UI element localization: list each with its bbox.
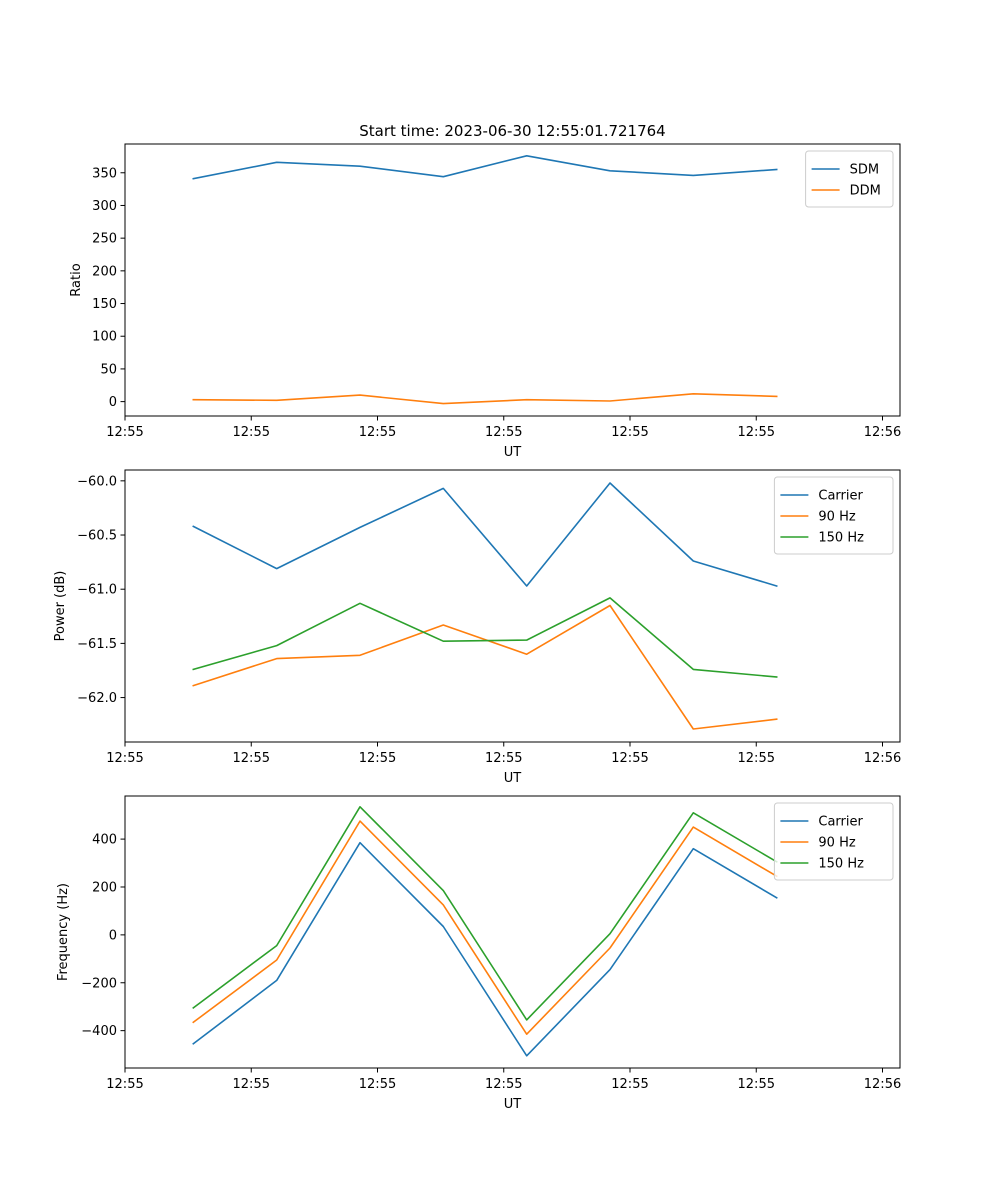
x-tick-label: 12:55 — [611, 425, 648, 440]
plot-frame — [124, 795, 901, 1069]
panel-3: 12:55 12:55 12:55 12:55 12:55 12:55 12:56 −400 −… — [56, 795, 901, 1112]
y-tick-label: 200 — [92, 880, 117, 895]
y-tick-label: 400 — [92, 833, 117, 848]
series-line-150-hz — [192, 805, 778, 1021]
y-tick-label: 300 — [92, 199, 117, 214]
x-tick-label: 12:55 — [359, 751, 396, 766]
series-line-90-hz — [192, 604, 778, 730]
legend-entry: Carrier — [818, 489, 863, 504]
y-tick-label: −61.0 — [77, 583, 117, 598]
x-tick-label: 12:55 — [106, 1077, 143, 1092]
x-tick-label: 12:55 — [359, 425, 396, 440]
plot-frame — [124, 469, 901, 743]
x-tick-label: 12:55 — [611, 751, 648, 766]
series-line-90-hz — [192, 820, 778, 1035]
series-line-carrier — [192, 841, 778, 1057]
y-tick-label: −62.0 — [77, 691, 117, 706]
y-tick-label: −60.5 — [77, 529, 117, 544]
x-axis-label: UT — [504, 445, 522, 460]
x-tick-label: 12:55 — [738, 751, 775, 766]
y-tick-label: 50 — [100, 362, 117, 377]
y-tick-label: 250 — [92, 232, 117, 247]
x-tick-label: 12:55 — [485, 751, 522, 766]
y-tick-label: −60.0 — [77, 474, 117, 489]
legend-box — [805, 150, 894, 208]
x-tick-label: 12:56 — [864, 751, 901, 766]
legend-box — [773, 802, 894, 881]
legend-entry: 90 Hz — [818, 836, 855, 851]
legend-entry: 150 Hz — [818, 531, 864, 546]
y-tick-label: −200 — [81, 976, 117, 991]
y-tick-label: −400 — [81, 1024, 117, 1039]
y-tick-label: 350 — [92, 166, 117, 181]
series-line-ddm — [192, 392, 778, 405]
y-axis-label: Power (dB) — [53, 571, 68, 642]
legend: Carrier 90 Hz 150 Hz — [773, 802, 894, 881]
legend-entry: DDM — [850, 184, 881, 199]
x-tick-label: 12:55 — [738, 425, 775, 440]
x-tick-label: 12:55 — [611, 1077, 648, 1092]
legend-entry: SDM — [850, 163, 879, 178]
x-tick-label: 12:56 — [864, 425, 901, 440]
legend: Carrier 90 Hz 150 Hz — [773, 476, 894, 555]
chart-title: Start time: 2023-06-30 12:55:01.721764 — [359, 122, 665, 140]
series-line-sdm — [192, 155, 778, 180]
plot-frame — [124, 143, 901, 417]
x-axis-label: UT — [504, 771, 522, 786]
series-line-150-hz — [192, 597, 778, 678]
y-tick-label: 200 — [92, 264, 117, 279]
y-tick-label: 0 — [109, 928, 117, 943]
x-tick-label: 12:55 — [233, 1077, 270, 1092]
legend: SDM DDM — [805, 150, 894, 208]
panel-2: 12:55 12:55 12:55 12:55 12:55 12:55 12:56 −62.0… — [53, 469, 901, 786]
y-tick-label: 150 — [92, 297, 117, 312]
y-tick-label: 100 — [92, 330, 117, 345]
x-tick-label: 12:55 — [106, 751, 143, 766]
x-tick-label: 12:55 — [485, 425, 522, 440]
y-tick-label: 0 — [109, 395, 117, 410]
x-tick-label: 12:55 — [485, 1077, 522, 1092]
y-axis-label: Frequency (Hz) — [56, 883, 71, 981]
x-tick-label: 12:56 — [864, 1077, 901, 1092]
series-line-carrier — [192, 482, 778, 587]
x-tick-label: 12:55 — [106, 425, 143, 440]
x-tick-label: 12:55 — [233, 751, 270, 766]
legend-entry: 90 Hz — [818, 510, 855, 525]
x-tick-label: 12:55 — [359, 1077, 396, 1092]
y-axis-label: Ratio — [69, 263, 84, 296]
x-tick-label: 12:55 — [738, 1077, 775, 1092]
panel-1: 12:55 12:55 12:55 12:55 12:55 12:55 12:56 0 50 10… — [69, 143, 901, 460]
x-axis-label: UT — [504, 1097, 522, 1112]
x-tick-label: 12:55 — [233, 425, 270, 440]
legend-box — [773, 476, 894, 555]
y-tick-label: −61.5 — [77, 637, 117, 652]
legend-entry: 150 Hz — [818, 857, 864, 872]
legend-entry: Carrier — [818, 815, 863, 830]
